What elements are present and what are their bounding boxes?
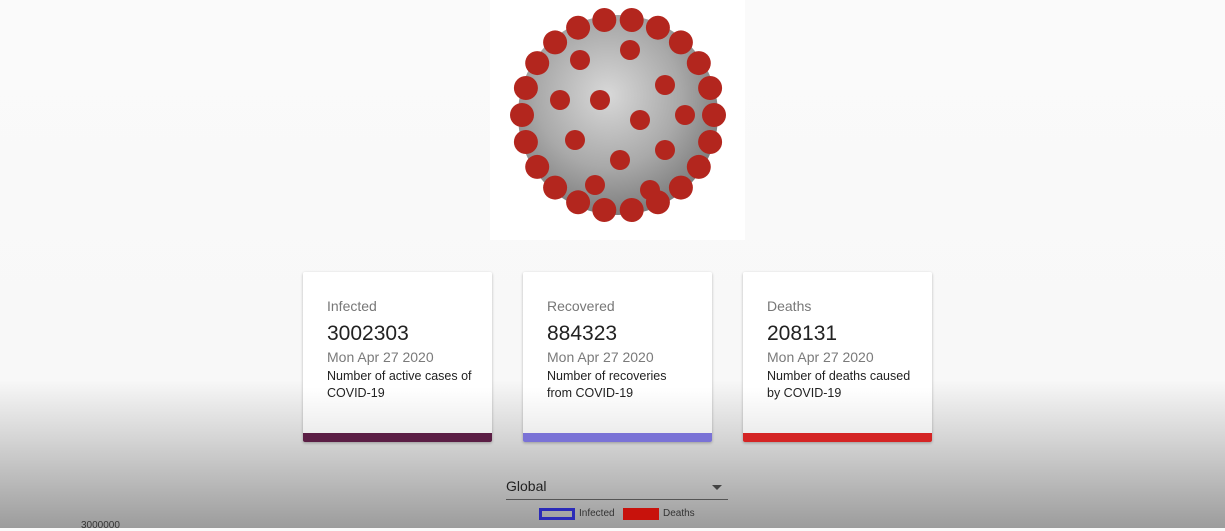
virus-spike [550, 90, 570, 110]
virus-spike [655, 140, 675, 160]
recovered-description: Number of recoveries from COVID-19 [547, 369, 667, 400]
virus-spike [698, 130, 723, 154]
country-select-value: Global [506, 478, 547, 494]
virus-spike [686, 154, 711, 179]
infected-label: Infected [327, 298, 377, 314]
virus-spike [525, 154, 550, 179]
virus-spike [592, 198, 617, 222]
recovered-date: Mon Apr 27 2020 [547, 349, 654, 365]
virus-spike [513, 76, 538, 100]
virus-spike [640, 180, 660, 200]
infected-date: Mon Apr 27 2020 [327, 349, 434, 365]
virus-spike [619, 8, 644, 32]
infected-card: Infected 3002303 Mon Apr 27 2020 Number … [303, 272, 492, 442]
virus-spike [570, 50, 590, 70]
virus-spike [510, 103, 534, 127]
y-axis-tick-label: 3000000 [81, 520, 120, 531]
virus-illustration [510, 8, 726, 222]
virus-spike [630, 110, 650, 130]
legend-label-infected: Infected [579, 508, 615, 519]
stats-cards: Infected 3002303 Mon Apr 27 2020 Number … [303, 272, 933, 442]
deaths-color-bar [743, 433, 932, 442]
virus-spike [566, 15, 591, 40]
recovered-label: Recovered [547, 298, 615, 314]
legend-label-deaths: Deaths [663, 508, 695, 519]
country-select[interactable]: Global [506, 474, 728, 500]
deaths-label: Deaths [767, 298, 812, 314]
virus-spike [702, 103, 726, 127]
virus-spike [645, 15, 670, 40]
virus-spike [698, 76, 723, 100]
virus-spike [543, 30, 568, 55]
virus-spike [655, 75, 675, 95]
deaths-description: Number of deaths caused by COVID-19 [767, 369, 911, 400]
virus-spike [619, 198, 644, 222]
infected-color-bar [303, 433, 492, 442]
legend-swatch-infected [539, 508, 575, 520]
recovered-color-bar [523, 433, 712, 442]
virus-spike [525, 51, 550, 76]
virus-spike [543, 175, 568, 200]
virus-spike [592, 8, 617, 32]
deaths-value: 208131 [767, 322, 838, 345]
virus-spike [585, 175, 605, 195]
deaths-card: Deaths 208131 Mon Apr 27 2020 Number of … [743, 272, 932, 442]
virus-spike [513, 130, 538, 154]
recovered-value: 884323 [547, 322, 618, 345]
virus-spike [566, 190, 591, 215]
coronavirus-image [490, 0, 745, 240]
virus-spike [686, 51, 711, 76]
virus-spike [675, 105, 695, 125]
virus-spike [668, 175, 693, 200]
legend-swatch-deaths [623, 508, 659, 520]
virus-spike [565, 130, 585, 150]
virus-spike [668, 30, 693, 55]
caret-down-icon[interactable] [712, 485, 722, 490]
virus-spike [620, 40, 640, 60]
recovered-card: Recovered 884323 Mon Apr 27 2020 Number … [523, 272, 712, 442]
virus-spike [610, 150, 630, 170]
infected-value: 3002303 [327, 322, 409, 345]
infected-description: Number of active cases of COVID-19 [327, 369, 472, 400]
deaths-date: Mon Apr 27 2020 [767, 349, 874, 365]
virus-spike [590, 90, 610, 110]
